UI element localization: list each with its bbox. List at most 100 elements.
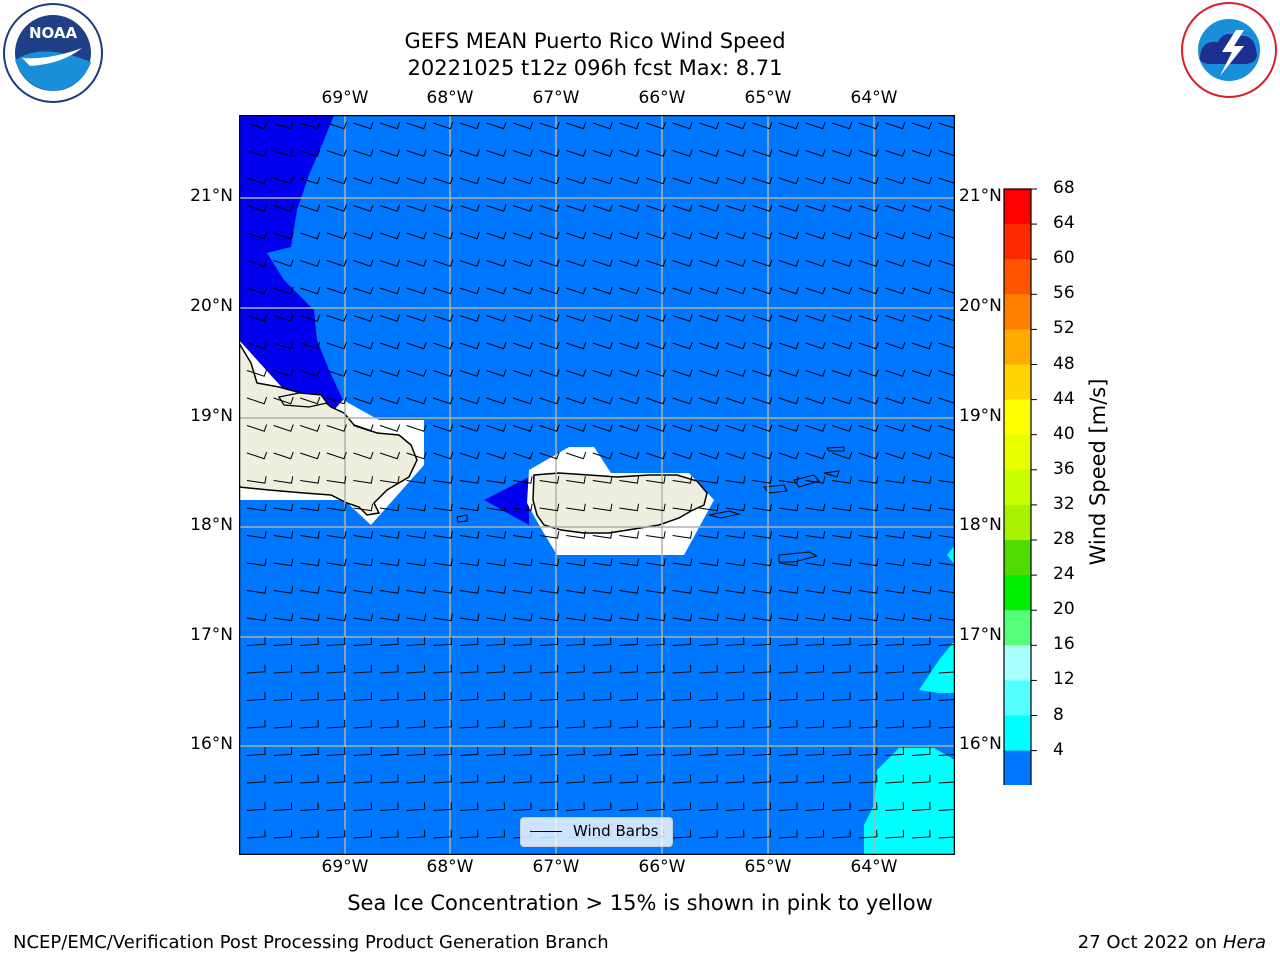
wind-barb (353, 259, 374, 267)
wind-barb (619, 637, 638, 646)
wind-barb (486, 396, 507, 405)
colorbar-tick-label: 68 (1053, 178, 1075, 198)
wind-barb (752, 613, 773, 622)
wind-barb (725, 586, 746, 594)
wind-barb (246, 664, 266, 674)
wind-barb (433, 503, 453, 512)
wind-barb (486, 802, 505, 811)
wind-barb (778, 149, 800, 157)
wind-barb (486, 719, 505, 729)
wind-barb (619, 231, 640, 240)
wind-barb (805, 476, 826, 484)
lat-left-label: 16°N (190, 734, 233, 754)
wind-barb (592, 476, 613, 484)
lat-right-label: 18°N (959, 515, 1002, 535)
wind-barb (778, 286, 800, 295)
wind-barb (486, 503, 507, 512)
wind-barb (699, 747, 718, 756)
wind-barb (326, 774, 346, 784)
wind-barb (300, 396, 321, 405)
colorbar-tick-label: 64 (1053, 213, 1075, 234)
wind-barb (778, 613, 799, 622)
wind-barb (672, 719, 692, 729)
wind-barb (858, 829, 878, 839)
wind-barb (619, 586, 640, 594)
wind-barb (406, 503, 427, 512)
wind-barb (619, 476, 640, 484)
wind-barb (885, 531, 906, 539)
wind-barb (672, 802, 692, 811)
wind-barb (433, 637, 452, 646)
wind-barb (433, 586, 453, 594)
wind-barb (406, 664, 426, 674)
wind-barb (619, 341, 640, 350)
wind-barb (326, 586, 347, 594)
wind-barb (512, 586, 533, 594)
wind-barb (725, 558, 746, 567)
wind-barb (725, 503, 746, 512)
wind-barb (592, 802, 612, 811)
wind-barb (778, 829, 798, 839)
wind-barb (938, 204, 955, 212)
wind-barb (326, 451, 347, 460)
wind-barb (566, 531, 586, 539)
wind-barb (592, 314, 613, 322)
wind-barb (805, 829, 825, 839)
wind-barb (885, 176, 906, 185)
wind-barb (619, 664, 638, 674)
lat-right-label: 20°N (959, 296, 1002, 316)
wind-barb (645, 204, 667, 212)
wind-barb (858, 341, 879, 350)
wind-barb (858, 476, 879, 484)
wind-barb (539, 341, 560, 350)
wind-barb (592, 121, 613, 130)
wind-barb (832, 829, 851, 839)
wind-barb (353, 314, 374, 322)
colorbar-segment (1004, 224, 1031, 260)
wind-barb (539, 204, 560, 212)
wind-barb (805, 204, 826, 212)
wind-barb (938, 531, 955, 539)
wind-barb (645, 613, 666, 622)
wind-barb (512, 802, 532, 811)
low-wind-region (239, 115, 343, 410)
wind-barb (805, 692, 825, 701)
wind-barb (300, 586, 320, 594)
wind-barb (459, 719, 479, 729)
wind-barb (459, 613, 480, 622)
wind-barb (326, 747, 346, 756)
wind-barb (539, 176, 560, 185)
wind-barb (246, 802, 266, 811)
wind-barb (645, 369, 667, 377)
wind-barb (699, 774, 718, 784)
footer-host: Hera (1222, 932, 1266, 953)
colorbar-tick-label: 4 (1053, 739, 1064, 760)
wind-barb (512, 451, 534, 460)
lon-top-label: 68°W (426, 88, 474, 108)
wind-barb (858, 692, 878, 701)
wind-barb (433, 451, 454, 460)
wind-barb (512, 503, 533, 512)
wind-barb (938, 692, 955, 701)
wind-barb (539, 531, 560, 539)
wind-barb (566, 637, 585, 646)
wind-barb (752, 692, 771, 701)
wind-barb (619, 451, 640, 460)
wind-barb (300, 259, 321, 267)
colorbar-tick-label: 32 (1053, 493, 1075, 514)
wind-barb (273, 719, 293, 729)
lon-bottom-label: 67°W (532, 857, 580, 877)
wind-barb (459, 692, 479, 701)
wind-barb (938, 503, 955, 512)
wind-barb (619, 204, 640, 212)
wind-barb (911, 531, 932, 539)
wind-barb (911, 613, 932, 622)
wind-barb (273, 476, 294, 484)
wind-barb (459, 314, 480, 322)
wind-barb (832, 692, 851, 701)
wind-barb (885, 586, 906, 594)
wind-barb (273, 774, 293, 784)
wind-barb (645, 476, 666, 484)
wind-barb (592, 286, 613, 295)
colorbar-frame (1003, 188, 1032, 785)
